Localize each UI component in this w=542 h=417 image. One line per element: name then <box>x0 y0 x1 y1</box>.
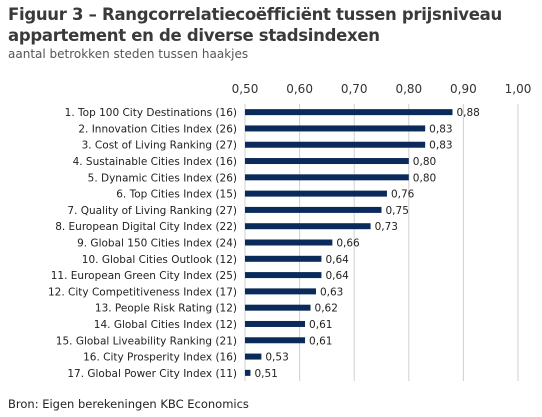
data-label: 0,88 <box>456 107 479 119</box>
category-label: 16. City Prosperity Index (16) <box>83 352 237 364</box>
category-label: 7. Quality of Living Ranking (27) <box>67 205 237 217</box>
bars <box>245 109 453 376</box>
bar <box>245 288 316 295</box>
data-label: 0,83 <box>429 140 452 152</box>
x-tick-label: 0,80 <box>395 82 422 96</box>
x-tick-label: 0,50 <box>232 82 259 96</box>
category-label: 10. Global Cities Outlook (12) <box>82 254 237 266</box>
bar <box>245 320 306 327</box>
category-label: 1. Top 100 City Destinations (16) <box>65 107 237 119</box>
category-labels: 1. Top 100 City Destinations (16) 2. Inno… <box>48 107 237 380</box>
chart-subtitle: aantal betrokken steden tussen haakjes <box>8 47 249 61</box>
data-label: 0,76 <box>391 189 415 201</box>
data-label: 0,64 <box>325 254 349 266</box>
data-label: 0,61 <box>309 319 332 331</box>
data-label: 0,62 <box>315 303 338 315</box>
bar <box>245 141 426 148</box>
data-labels: 0,88 0,83 0,83 0,80 0,80 0,76 0,75 0,73 0,66 0,64… <box>254 107 479 380</box>
data-label: 0,51 <box>254 368 277 380</box>
category-label: 12. City Competitiveness Index (17) <box>48 286 237 298</box>
data-label: 0,80 <box>413 172 436 184</box>
bar <box>245 255 322 262</box>
data-label: 0,53 <box>265 352 288 364</box>
bar <box>245 190 387 197</box>
bar <box>245 125 426 132</box>
bar <box>245 174 409 181</box>
x-tick-label: 0,60 <box>286 82 313 96</box>
bar <box>245 109 453 116</box>
bar <box>245 337 306 344</box>
bar <box>245 206 382 213</box>
data-label: 0,64 <box>325 270 349 282</box>
chart-title: Figuur 3 – Rangcorrelatiecoëfficiënt tus… <box>8 5 502 45</box>
bar <box>245 239 333 246</box>
source-note: Bron: Eigen berekeningen KBC Economics <box>8 397 249 411</box>
category-label: 5. Dynamic Cities Index (26) <box>88 172 237 184</box>
bar <box>245 158 409 165</box>
category-label: 13. People Risk Rating (12) <box>95 303 237 315</box>
bar <box>245 369 251 376</box>
bar <box>245 272 322 279</box>
category-label: 8. European Digital City Index (22) <box>55 221 237 233</box>
category-label: 2. Innovation Cities Index (26) <box>78 123 237 135</box>
data-label: 0,83 <box>429 123 452 135</box>
data-label: 0,73 <box>375 221 398 233</box>
data-label: 0,80 <box>413 156 436 168</box>
category-label: 17. Global Power City Index (11) <box>67 368 237 380</box>
bar <box>245 223 371 230</box>
category-label: 4. Sustainable Cities Index (16) <box>73 156 237 168</box>
category-label: 15. Global Liveability Ranking (21) <box>56 335 237 347</box>
bar <box>245 304 311 311</box>
x-axis-ticks: 0,50 0,60 0,70 0,80 0,90 1,00 <box>232 82 532 96</box>
x-tick-label: 1,00 <box>505 82 532 96</box>
category-label: 3. Cost of Living Ranking (27) <box>82 140 237 152</box>
bar <box>245 353 262 360</box>
data-label: 0,75 <box>386 205 409 217</box>
category-label: 6. Top Cities Index (15) <box>116 189 237 201</box>
data-label: 0,63 <box>320 286 343 298</box>
x-tick-label: 0,90 <box>450 82 477 96</box>
category-label: 14. Global Cities Index (12) <box>94 319 237 331</box>
data-label: 0,61 <box>309 335 332 347</box>
category-label: 9. Global 150 Cities Index (24) <box>77 238 237 250</box>
data-label: 0,66 <box>336 238 360 250</box>
x-tick-label: 0,70 <box>341 82 368 96</box>
category-label: 11. European Green City Index (25) <box>51 270 237 282</box>
